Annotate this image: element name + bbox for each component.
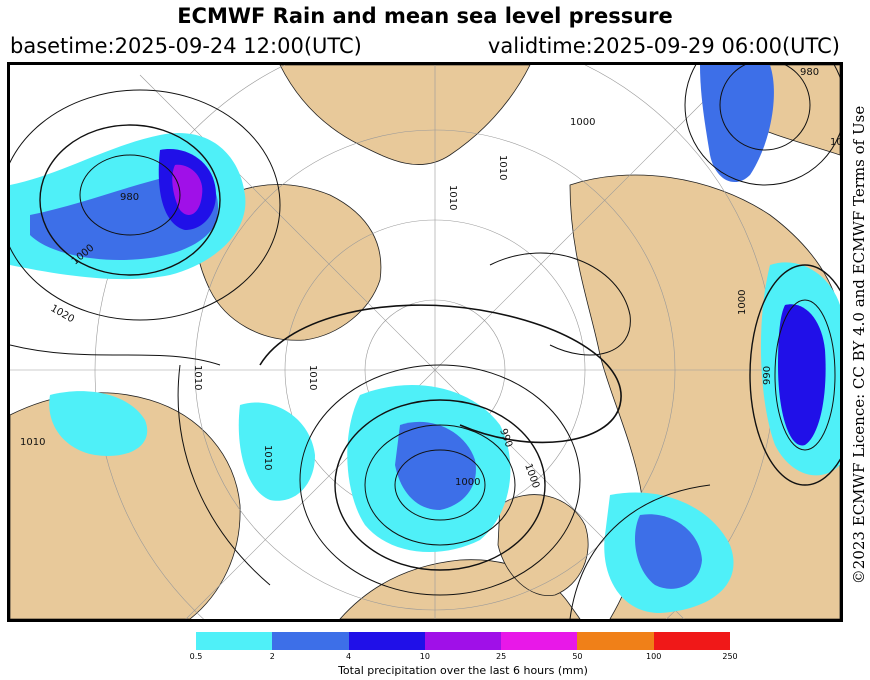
basetime-label: basetime:2025-09-24 12:00(UTC) [10, 34, 362, 58]
legend-label: Total precipitation over the last 6 hour… [338, 664, 588, 677]
legend-swatch-4 [501, 632, 578, 650]
isobar-label: 1010 [447, 185, 458, 210]
legend-tick: 10 [419, 652, 430, 661]
legend-ticks: 0.5 2 4 10 25 50 100 250 [190, 652, 738, 664]
isobar-low-center-1 [394, 449, 486, 521]
land-greenland [195, 184, 382, 341]
isobar-high-1 [259, 304, 622, 444]
land-canada-arctic [279, 65, 531, 166]
isobar-label: 1000 [455, 477, 480, 488]
isobar-low-ne-2 [684, 65, 840, 186]
isobar-high-2 [489, 252, 631, 356]
isobar-low-center-2 [364, 424, 516, 546]
isobar-label: 990 [762, 366, 773, 385]
isobar-se [569, 484, 711, 619]
isobar-label: 1010 [20, 437, 45, 448]
isobars [10, 65, 840, 619]
validtime-label: validtime:2025-09-29 06:00(UTC) [487, 34, 840, 58]
isobar-label: 1000 [737, 290, 748, 315]
legend-tick: 100 [646, 652, 662, 661]
isobar-low-east-2 [749, 264, 840, 486]
isobar-low-center-3 [334, 399, 546, 571]
legend-tick: 50 [572, 652, 583, 661]
isobar-label: 1010 [192, 365, 203, 390]
isobar-south [10, 344, 221, 366]
isobar-low-east-1 [774, 299, 836, 451]
precip-center-core [395, 421, 476, 510]
licence-text: ©2023 ECMWF Licence: CC BY 4.0 and ECMWF… [848, 80, 870, 610]
legend-swatch-3 [424, 632, 502, 650]
precip-sw [238, 402, 315, 501]
isobar-low-nw-2 [39, 124, 221, 276]
legend-tick: 0.5 [189, 652, 203, 661]
legend-swatch-0 [196, 632, 273, 650]
isobar-low-ne-1 [719, 65, 811, 151]
isobar-label: 1010 [830, 137, 840, 148]
isobar-low-nw-3 [10, 89, 281, 321]
legend-tick: 250 [722, 652, 738, 661]
precip-nw-extreme [172, 164, 203, 215]
licence-label: ©2023 ECMWF Licence: CC BY 4.0 and ECMWF… [850, 105, 868, 585]
precip-se-core [635, 514, 702, 589]
isobar-label: 980 [800, 67, 819, 78]
polar-map: 980 1000 1020 1010 1010 1010 1010 1010 1… [10, 65, 840, 619]
legend-tick: 4 [346, 652, 352, 661]
isobar-low-center-4 [299, 364, 581, 596]
isobar-label: 1000 [570, 117, 595, 128]
isobar-west [177, 364, 271, 586]
legend-swatch-1 [272, 632, 349, 650]
legend-tick: 2 [269, 652, 275, 661]
legend-swatch-6 [653, 632, 730, 650]
isobar-label: 980 [120, 192, 139, 203]
precip-ne [700, 65, 774, 183]
map-frame[interactable]: 980 1000 1020 1010 1010 1010 1010 1010 1… [7, 62, 843, 622]
isobar-low-nw-1 [79, 154, 181, 236]
precipitation-legend [196, 632, 730, 650]
legend-swatch-2 [348, 632, 425, 650]
legend-swatch-5 [577, 632, 654, 650]
land-scandinavia [497, 494, 589, 597]
isobar-label: 1010 [497, 155, 508, 180]
precip-w [49, 391, 148, 456]
legend-tick: 25 [496, 652, 507, 661]
isobar-label: 1010 [262, 445, 273, 470]
precip-east-core [778, 304, 826, 446]
chart-title: ECMWF Rain and mean sea level pressure [177, 4, 673, 28]
precipitation-shading [10, 65, 840, 613]
isobar-label: 1010 [307, 365, 318, 390]
